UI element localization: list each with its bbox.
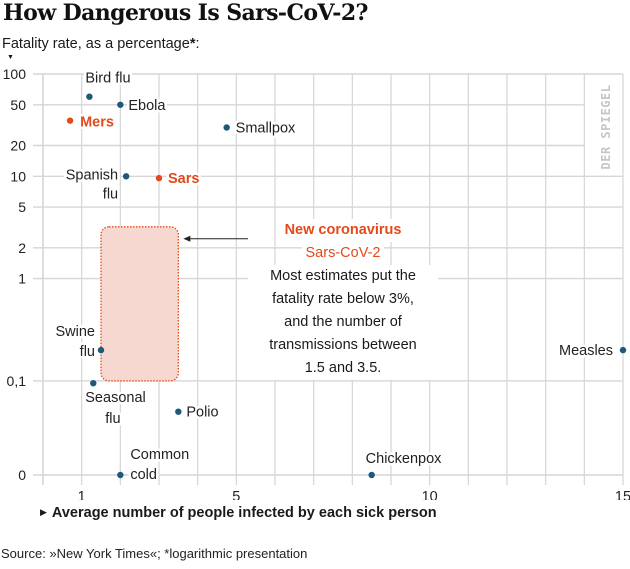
point-label: Swine <box>56 324 96 340</box>
y-tick-label: 5 <box>18 199 26 215</box>
data-points: Bird flu Ebola Mers Smallpox Spanish flu Sars S… <box>53 68 627 486</box>
arrow-head-icon <box>183 235 191 242</box>
chart-title: How Dangerous Is Sars-CoV-2? <box>3 0 368 26</box>
point-label: Polio <box>186 405 218 421</box>
y-tick-labels: 100 50 20 10 5 2 1 0,1 0 <box>3 66 27 483</box>
point-marker <box>619 346 627 354</box>
data-point: Spanish flu <box>63 165 130 205</box>
annotation-line: 1.5 and 3.5. <box>248 357 438 380</box>
point-marker <box>122 173 130 180</box>
point-marker <box>175 408 182 415</box>
y-axis-label: Fatality rate, as a percentage*: <box>2 36 200 52</box>
source-note: Source: »New York Times«; *logarithmic p… <box>1 546 308 561</box>
y-tick-label: 1 <box>18 271 26 287</box>
point-label: Mers <box>80 115 114 131</box>
annotation-line: fatality rate below 3%, <box>248 288 438 311</box>
highlight-region-layer <box>100 226 179 382</box>
y-axis-label-star: * <box>189 36 196 52</box>
data-point: Common cold <box>117 445 192 486</box>
x-tick-label: 1 <box>78 489 86 500</box>
y-tick-label: 2 <box>18 240 26 256</box>
down-arrow-icon: ▼ <box>7 54 14 61</box>
data-point: Measles <box>557 341 627 362</box>
y-tick-label: 0 <box>18 467 26 483</box>
point-label: Chickenpox <box>366 451 443 467</box>
point-marker <box>117 101 124 108</box>
point-marker <box>155 174 163 182</box>
data-point: Sars <box>155 169 202 190</box>
watermark-logo: DER SPIEGEL <box>595 84 617 170</box>
y-axis-label-colon: : <box>195 36 200 52</box>
point-marker <box>223 124 230 131</box>
point-marker <box>97 346 105 354</box>
x-tick-label: 15 <box>615 489 630 500</box>
point-label: cold <box>130 467 157 483</box>
data-point: Ebola <box>117 95 169 116</box>
annotation-arrow <box>183 235 248 242</box>
point-marker <box>90 379 97 387</box>
annotation-line: and the number of <box>248 311 438 334</box>
x-tick-labels: 1 5 10 15 <box>78 489 630 500</box>
point-marker <box>66 117 74 124</box>
point-label: Common <box>130 447 189 463</box>
point-label: flu <box>105 411 120 427</box>
point-label: Measles <box>559 343 613 359</box>
point-label: flu <box>103 186 118 202</box>
data-point: Seasonal flu <box>83 379 148 430</box>
highlight-region <box>100 226 179 382</box>
x-tick-label: 5 <box>232 489 240 500</box>
point-label: Seasonal <box>85 390 145 406</box>
point-label: Ebola <box>128 98 166 114</box>
point-label: flu <box>80 344 95 360</box>
right-arrow-icon: ▶ <box>40 507 47 517</box>
y-tick-label: 20 <box>10 138 26 154</box>
x-axis-label: ▶ Average number of people infected by ea… <box>40 505 437 521</box>
point-marker <box>86 93 93 100</box>
annotation-line: Most estimates put the <box>248 265 438 288</box>
point-label: Bird flu <box>85 71 130 87</box>
y-axis-label-text: Fatality rate, as a percentage <box>2 36 190 52</box>
data-point: Bird flu <box>83 68 133 100</box>
y-tick-label: 100 <box>3 66 27 82</box>
watermark-text: DER SPIEGEL <box>599 84 613 170</box>
annotation-box: New coronavirus Sars-CoV-2 Most estimate… <box>248 219 438 380</box>
y-tick-label: 50 <box>10 97 26 113</box>
x-axis-label-text: Average number of people infected by eac… <box>51 505 437 521</box>
point-marker <box>368 471 375 479</box>
annotation-title: New coronavirus <box>282 219 404 242</box>
annotation-subtitle: Sars-CoV-2 <box>301 242 385 265</box>
data-point: Mers <box>66 112 116 133</box>
data-point: Polio <box>175 402 221 423</box>
x-tick-label: 10 <box>422 489 438 500</box>
data-point: Smallpox <box>223 118 299 139</box>
y-tick-label: 0,1 <box>7 373 27 389</box>
data-point: Chickenpox <box>363 449 445 479</box>
point-label: Smallpox <box>236 120 296 136</box>
point-label: Spanish <box>66 167 118 183</box>
y-tick-label: 10 <box>10 168 26 184</box>
annotation-line: transmissions between <box>248 334 438 357</box>
data-point: Swine flu <box>53 322 105 363</box>
point-marker <box>117 471 124 479</box>
point-label: Sars <box>168 171 199 187</box>
